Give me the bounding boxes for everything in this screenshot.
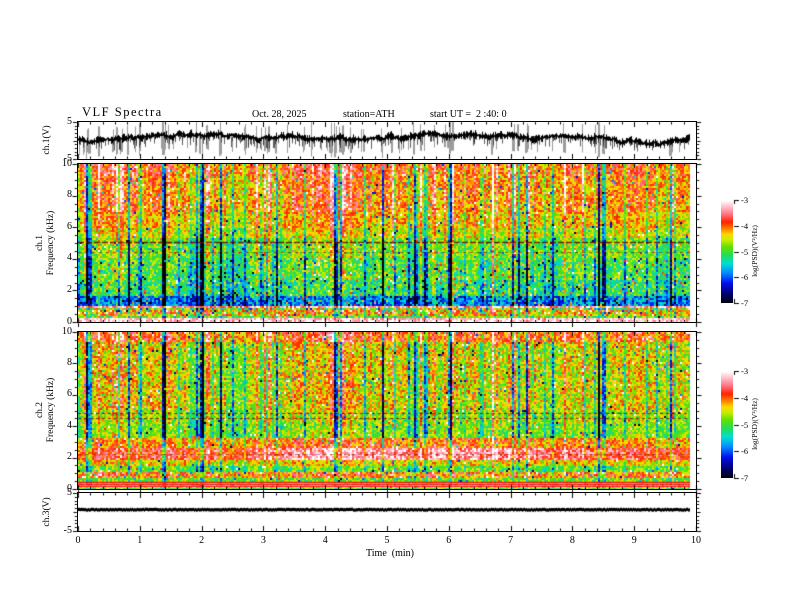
x-axis-title: Time (min) [366,548,414,559]
ch1-waveform-canvas [78,122,696,159]
x-tick-label: 3 [260,535,266,546]
x-tick-label: 4 [322,535,328,546]
y-tick-label: 6 [67,220,72,232]
y-tick-label: 5 [67,486,72,498]
ch1-spectrogram-canvas [78,164,696,322]
colorbar-tick-label: -7 [741,473,749,483]
x-tick-label: 1 [137,535,143,546]
y-tick-label: 8 [67,356,72,368]
ch2-frequency-axis-label-line1: ch.2 [35,401,45,419]
x-tick-label: 0 [75,535,81,546]
colorbar-tick-label: -3 [741,366,749,376]
colorbar-tick-label: -5 [741,419,749,430]
x-tick-label: 9 [631,535,637,546]
x-tick-label: 10 [691,535,701,546]
y-tick-label: 10 [62,325,72,337]
y-tick-label: 2 [67,283,72,295]
colorbar-1-gradient [721,200,733,303]
header-date: Oct. 28, 2025 [252,109,307,120]
colorbar-tick-label: -4 [741,392,749,403]
ch2-frequency-axis-label-line2: Frequency (kHz) [46,377,56,443]
y-tick-label: 10 [62,157,72,169]
colorbar-tick-label: -3 [741,195,749,205]
y-tick-label: 5 [67,115,72,127]
colorbar-2-gradient [721,371,733,478]
y-tick-label: -5 [63,152,72,164]
ch3-waveform-canvas [78,493,696,531]
ch1-spectrogram-panel [77,163,697,323]
y-tick-label: 0 [67,315,72,327]
y-tick-label: 4 [67,419,72,431]
x-tick-label: 2 [199,535,205,546]
ch1-frequency-axis-label: ch.1 Frequency (kHz) [35,163,57,323]
x-tick-label: 7 [508,535,514,546]
colorbar-tick-label: -5 [741,246,749,257]
ch2-frequency-axis-label: ch.2 Frequency (kHz) [35,330,57,490]
y-tick-label: 8 [67,189,72,201]
x-tick-label: 5 [384,535,390,546]
ch2-spectrogram-canvas [78,332,696,489]
ch1-frequency-axis-label-line2: Frequency (kHz) [46,210,56,276]
y-tick-label: 0 [67,482,72,494]
figure-title: VLF Spectra [82,105,163,119]
colorbar-1 [721,200,733,303]
colorbar-tick-label: -6 [741,272,749,283]
colorbar-tick-label: -7 [741,298,749,308]
y-tick-label: 4 [67,252,72,264]
y-tick-label: 2 [67,451,72,463]
y-tick-label: -5 [63,524,72,536]
colorbar-tick-label: -6 [741,446,749,457]
ch2-spectrogram-panel [77,331,697,490]
ch3-waveform-panel [77,492,697,532]
y-tick-label: 6 [67,388,72,400]
ch1-waveform-panel [77,121,697,160]
header-station: station=ATH [343,109,395,120]
x-tick-label: 6 [446,535,452,546]
colorbar-tick-label: -4 [741,220,749,231]
x-tick-label: 8 [569,535,575,546]
ch1-frequency-axis-label-line1: ch.1 [35,234,45,252]
header-start-ut: start UT = 2 :40: 0 [430,109,507,120]
colorbar-2 [721,371,733,478]
